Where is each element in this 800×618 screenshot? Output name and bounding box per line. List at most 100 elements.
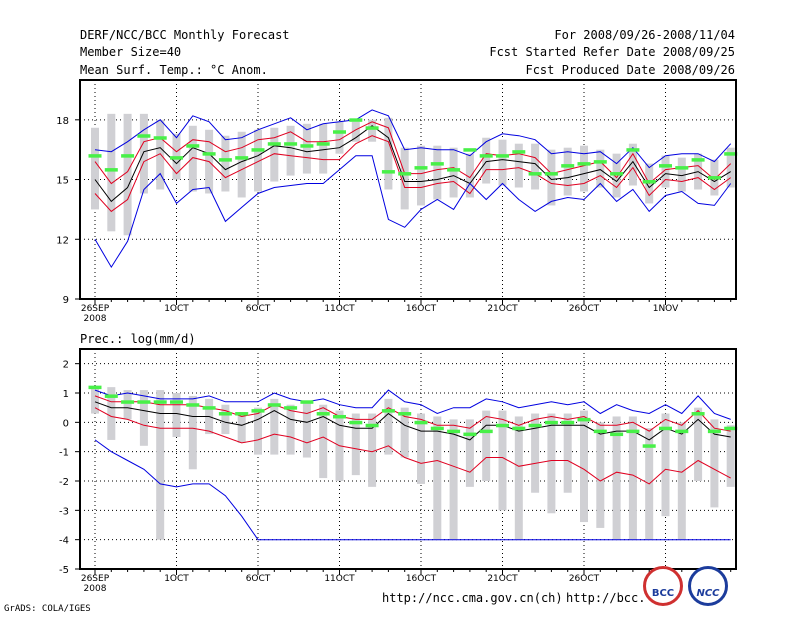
series-min — [94, 155, 732, 269]
ensemble-box — [417, 413, 425, 484]
ensemble-box — [449, 419, 458, 540]
ensemble-box — [351, 413, 360, 476]
ensemble-mean-marker — [528, 423, 542, 428]
url-bcc[interactable]: http://bcc. — [566, 591, 646, 605]
x-tick-label: 1NOV — [653, 304, 679, 314]
ensemble-box — [286, 125, 295, 176]
x-tick-label: 26SEP — [81, 304, 110, 314]
start-date: Fcst Started Refer Date 2008/09/25 — [489, 45, 735, 59]
ensemble-box — [188, 125, 197, 192]
ensemble-box — [661, 155, 670, 188]
ensemble-box — [417, 145, 425, 206]
ensemble-mean-marker — [300, 144, 314, 148]
x-tick-label: 6OCT — [246, 574, 271, 584]
ensemble-mean-marker — [186, 144, 200, 148]
ensemble-box — [172, 393, 181, 437]
ensemble-mean-marker — [561, 164, 575, 168]
ensemble-mean-marker — [251, 148, 265, 152]
ensemble-mean-marker — [626, 148, 640, 152]
ensemble-mean-marker — [447, 168, 461, 172]
ensemble-box — [563, 147, 572, 196]
y-tick-label: -2 — [59, 477, 69, 488]
ensemble-mean-marker — [544, 420, 558, 425]
ensemble-mean-marker — [121, 400, 135, 404]
y-tick-label: 2 — [63, 360, 69, 371]
forecast-period: For 2008/09/26-2008/11/04 — [554, 28, 735, 42]
ensemble-box — [580, 145, 588, 192]
ensemble-mean-marker — [430, 162, 444, 166]
ensemble-mean-marker — [707, 429, 721, 434]
grads-credit: GrADS: COLA/IGES — [4, 604, 91, 614]
ensemble-box — [531, 143, 540, 190]
ensemble-box — [482, 410, 491, 481]
ensemble-box — [677, 157, 686, 192]
ensemble-mean-marker — [479, 429, 493, 434]
ensemble-mean-marker — [675, 166, 689, 170]
ensemble-box — [139, 113, 148, 194]
ensemble-box — [123, 390, 132, 420]
series-upper — [94, 121, 732, 185]
x-tick-label: 26OCT — [569, 574, 600, 584]
ensemble-box — [612, 416, 621, 540]
url-ncc[interactable]: http://ncc.cma.gov.cn(ch) — [382, 591, 563, 605]
ensemble-box — [286, 404, 295, 455]
ensemble-mean-marker — [610, 172, 624, 176]
ensemble-mean-marker — [479, 154, 493, 158]
ensemble-box — [156, 119, 165, 190]
x-tick-label: 16OCT — [406, 574, 437, 584]
ensemble-mean-marker — [447, 429, 461, 434]
ensemble-box — [254, 407, 262, 455]
ensemble-box — [368, 119, 377, 142]
ensemble-box — [547, 149, 556, 206]
ensemble-box — [628, 143, 637, 186]
ensemble-mean-marker — [381, 409, 395, 413]
ensemble-box — [596, 149, 605, 188]
series-min — [94, 439, 731, 541]
variable-label: Mean Surf. Temp.: °C Anom. — [80, 63, 268, 77]
ensemble-box — [661, 413, 670, 517]
ensemble-box — [302, 401, 311, 458]
ensemble-mean-marker — [691, 158, 705, 162]
ensemble-mean-marker — [365, 126, 379, 130]
ensemble-mean-marker — [186, 403, 200, 407]
ensemble-box — [270, 127, 279, 182]
ensemble-mean-marker — [349, 118, 363, 122]
x-tick-label: 21OCT — [487, 574, 518, 584]
ensemble-box — [514, 143, 523, 188]
ensemble-box — [139, 390, 148, 446]
ensemble-box — [368, 413, 377, 487]
ensemble-mean-marker — [724, 426, 738, 431]
x-tick-label: 16OCT — [406, 304, 437, 314]
y-tick-label: 1 — [63, 389, 69, 400]
x-tick-label: 26SEP — [81, 574, 110, 584]
ensemble-mean-marker — [496, 154, 509, 158]
ensemble-mean-marker — [251, 409, 265, 413]
ensemble-mean-marker — [512, 150, 526, 154]
y-tick-label: -5 — [59, 565, 69, 576]
y-tick-label: -4 — [59, 536, 69, 547]
ensemble-mean-marker — [300, 400, 314, 404]
ensemble-box — [465, 153, 474, 198]
ensemble-box — [384, 398, 393, 455]
ensemble-mean-marker — [333, 414, 346, 419]
chart-title: DERF/NCC/BCC Monthly Forecast — [80, 28, 290, 42]
series-lower — [94, 407, 731, 485]
ensemble-mean-marker — [561, 420, 575, 425]
ensemble-mean-marker — [707, 176, 721, 180]
ensemble-box — [221, 135, 230, 192]
y-tick-label: -1 — [59, 448, 69, 459]
ensemble-mean-marker — [153, 136, 167, 140]
series-lower — [94, 135, 731, 213]
ensemble-mean-marker — [593, 160, 607, 164]
ensemble-mean-marker — [104, 168, 118, 172]
ensemble-mean-marker — [496, 423, 509, 428]
x-tick-label: 26OCT — [569, 304, 600, 314]
ensemble-box — [563, 413, 572, 493]
ensemble-box — [400, 407, 409, 458]
ensemble-box — [433, 145, 442, 200]
y-tick-label: 15 — [56, 176, 69, 187]
ensemble-mean-marker — [267, 142, 281, 146]
ensemble-box — [319, 404, 328, 479]
ensemble-mean-marker — [414, 420, 428, 425]
